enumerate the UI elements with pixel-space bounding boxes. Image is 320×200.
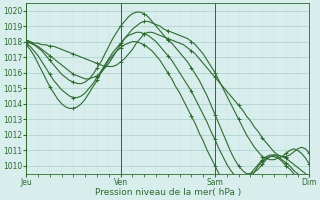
X-axis label: Pression niveau de la mer( hPa ): Pression niveau de la mer( hPa ) — [95, 188, 241, 197]
